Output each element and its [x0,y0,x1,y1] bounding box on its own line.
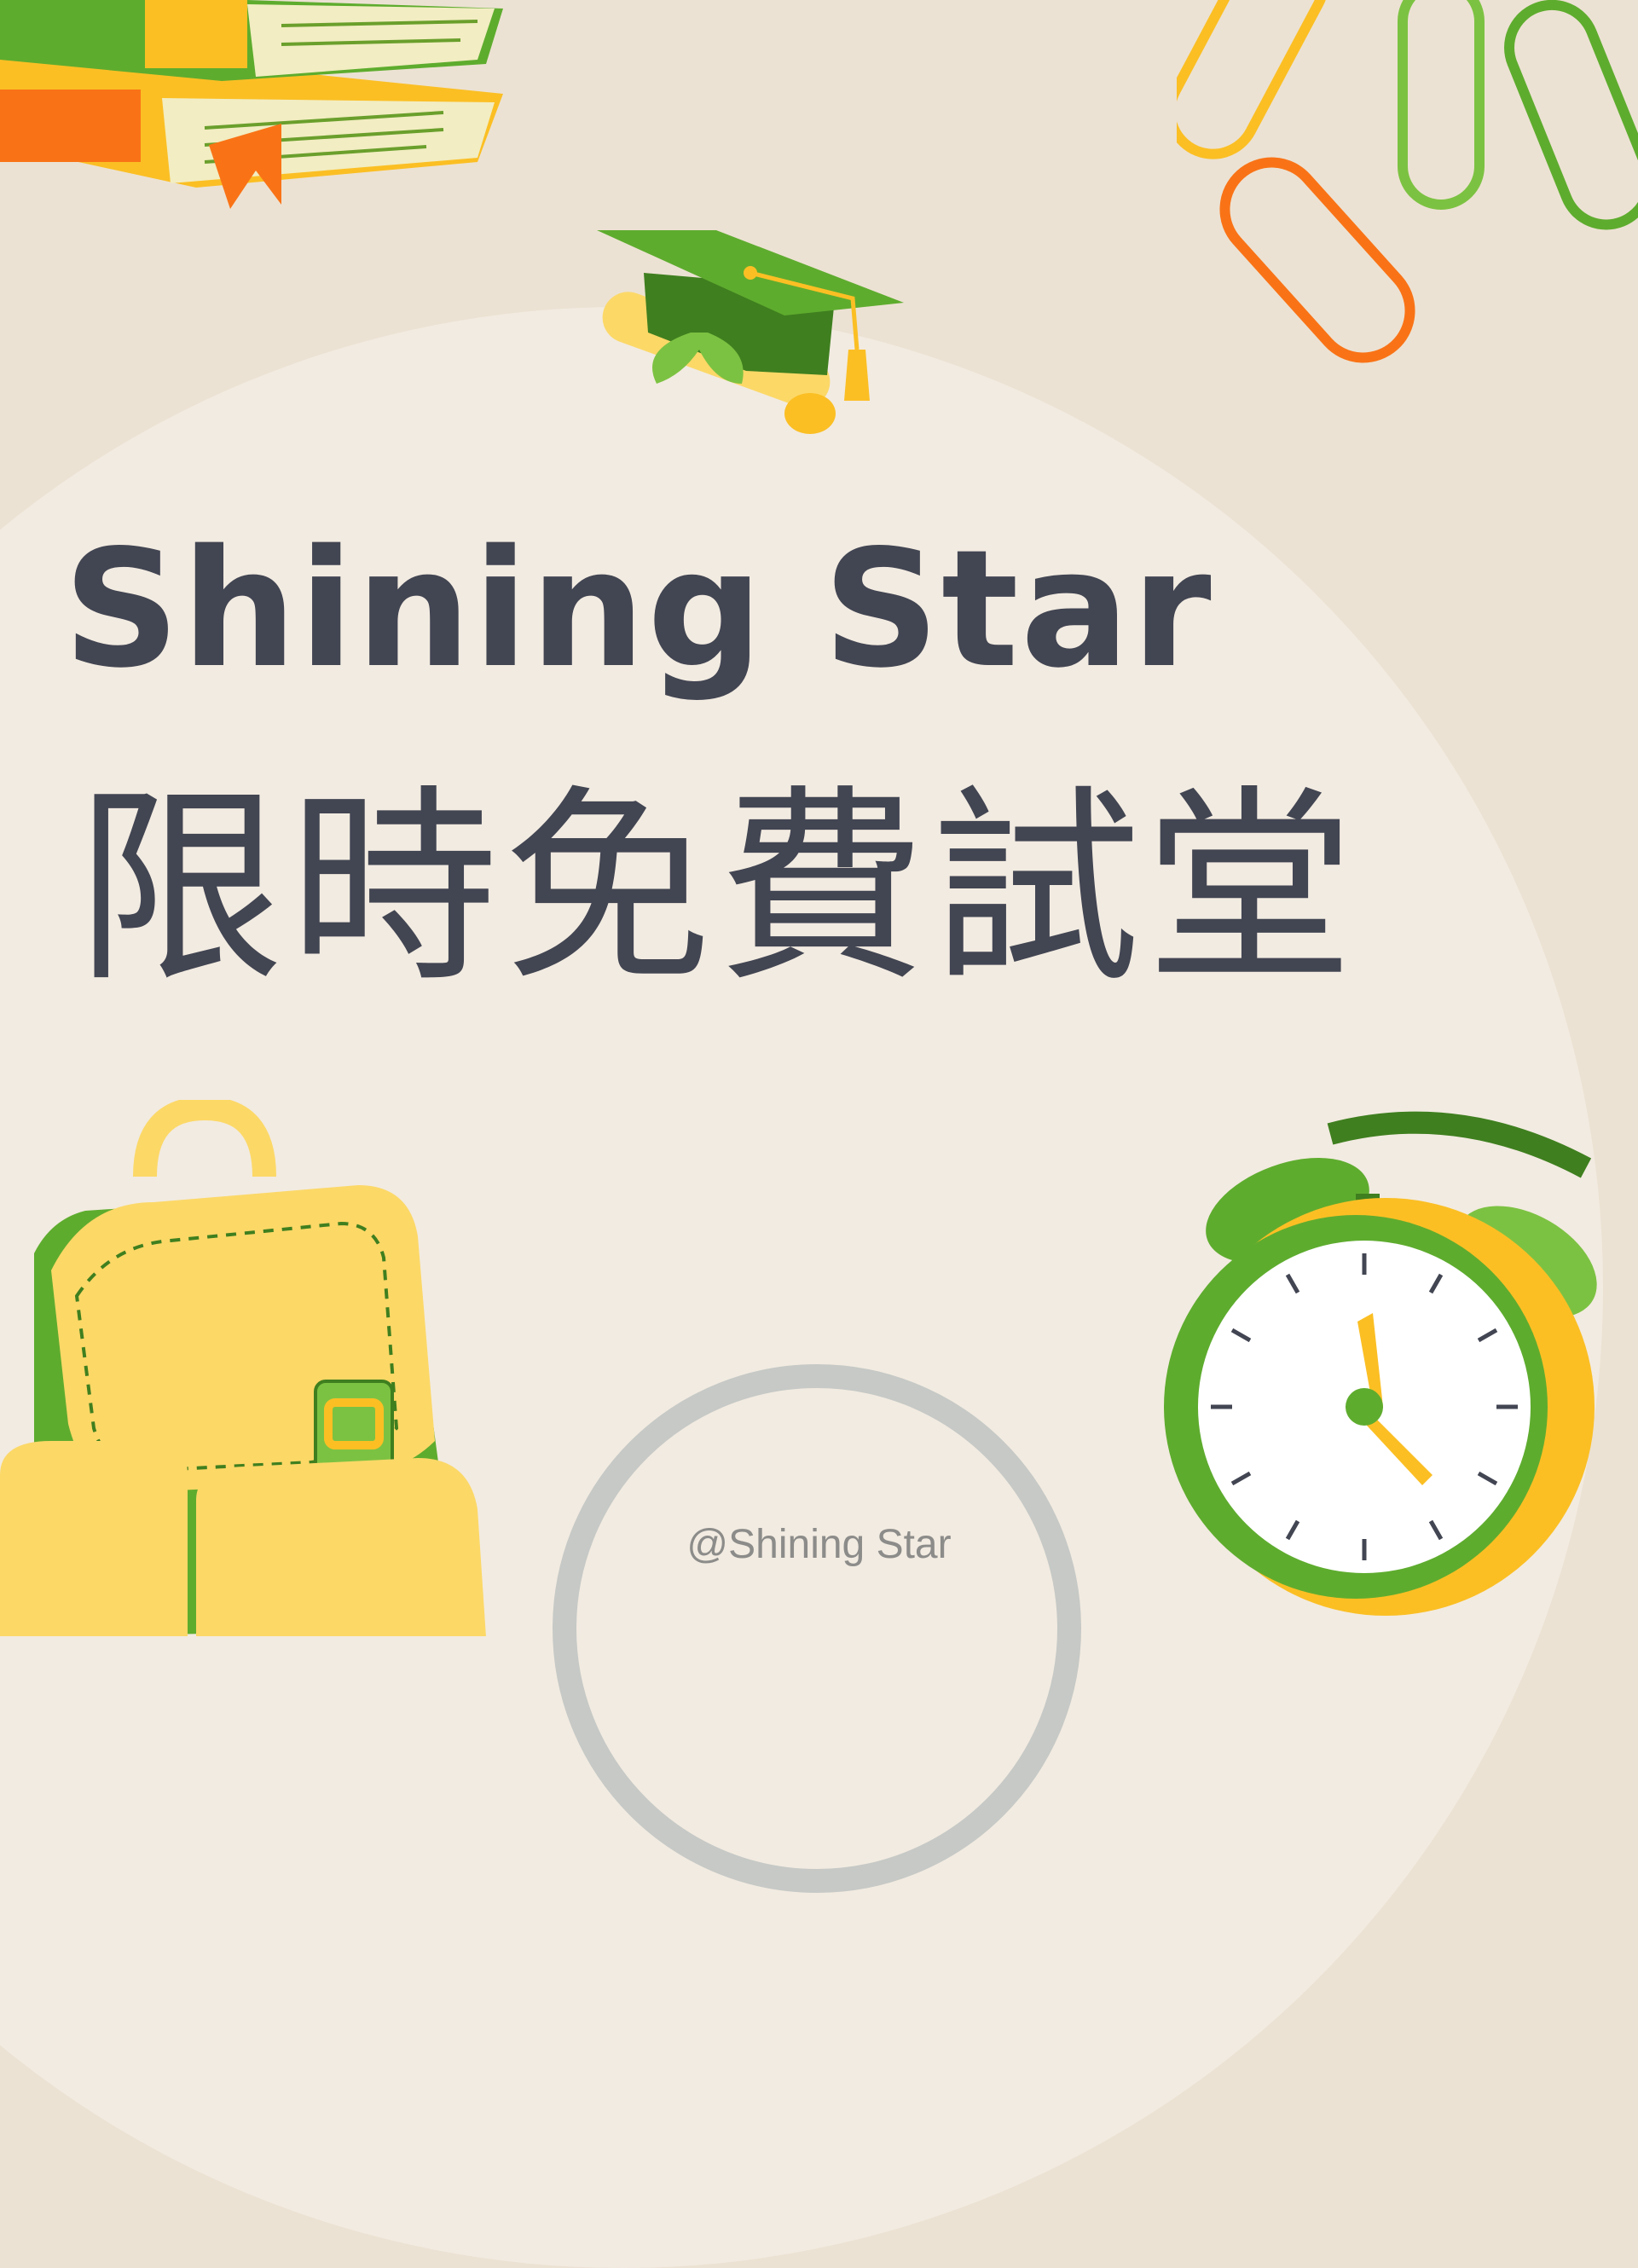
social-handle: @Shining Star [686,1522,952,1567]
backpack-icon [0,1100,486,1636]
paperclips-icon [1177,0,1638,363]
promo-subtitle: 限時免費試堂 [75,767,1359,1010]
books-icon [0,0,503,209]
graduation-cap-icon [597,230,904,434]
decorative-half-ring [553,1364,1081,1893]
brand-title: Shining Star [63,515,1213,703]
alarm-clock-icon [1164,1111,1597,1616]
